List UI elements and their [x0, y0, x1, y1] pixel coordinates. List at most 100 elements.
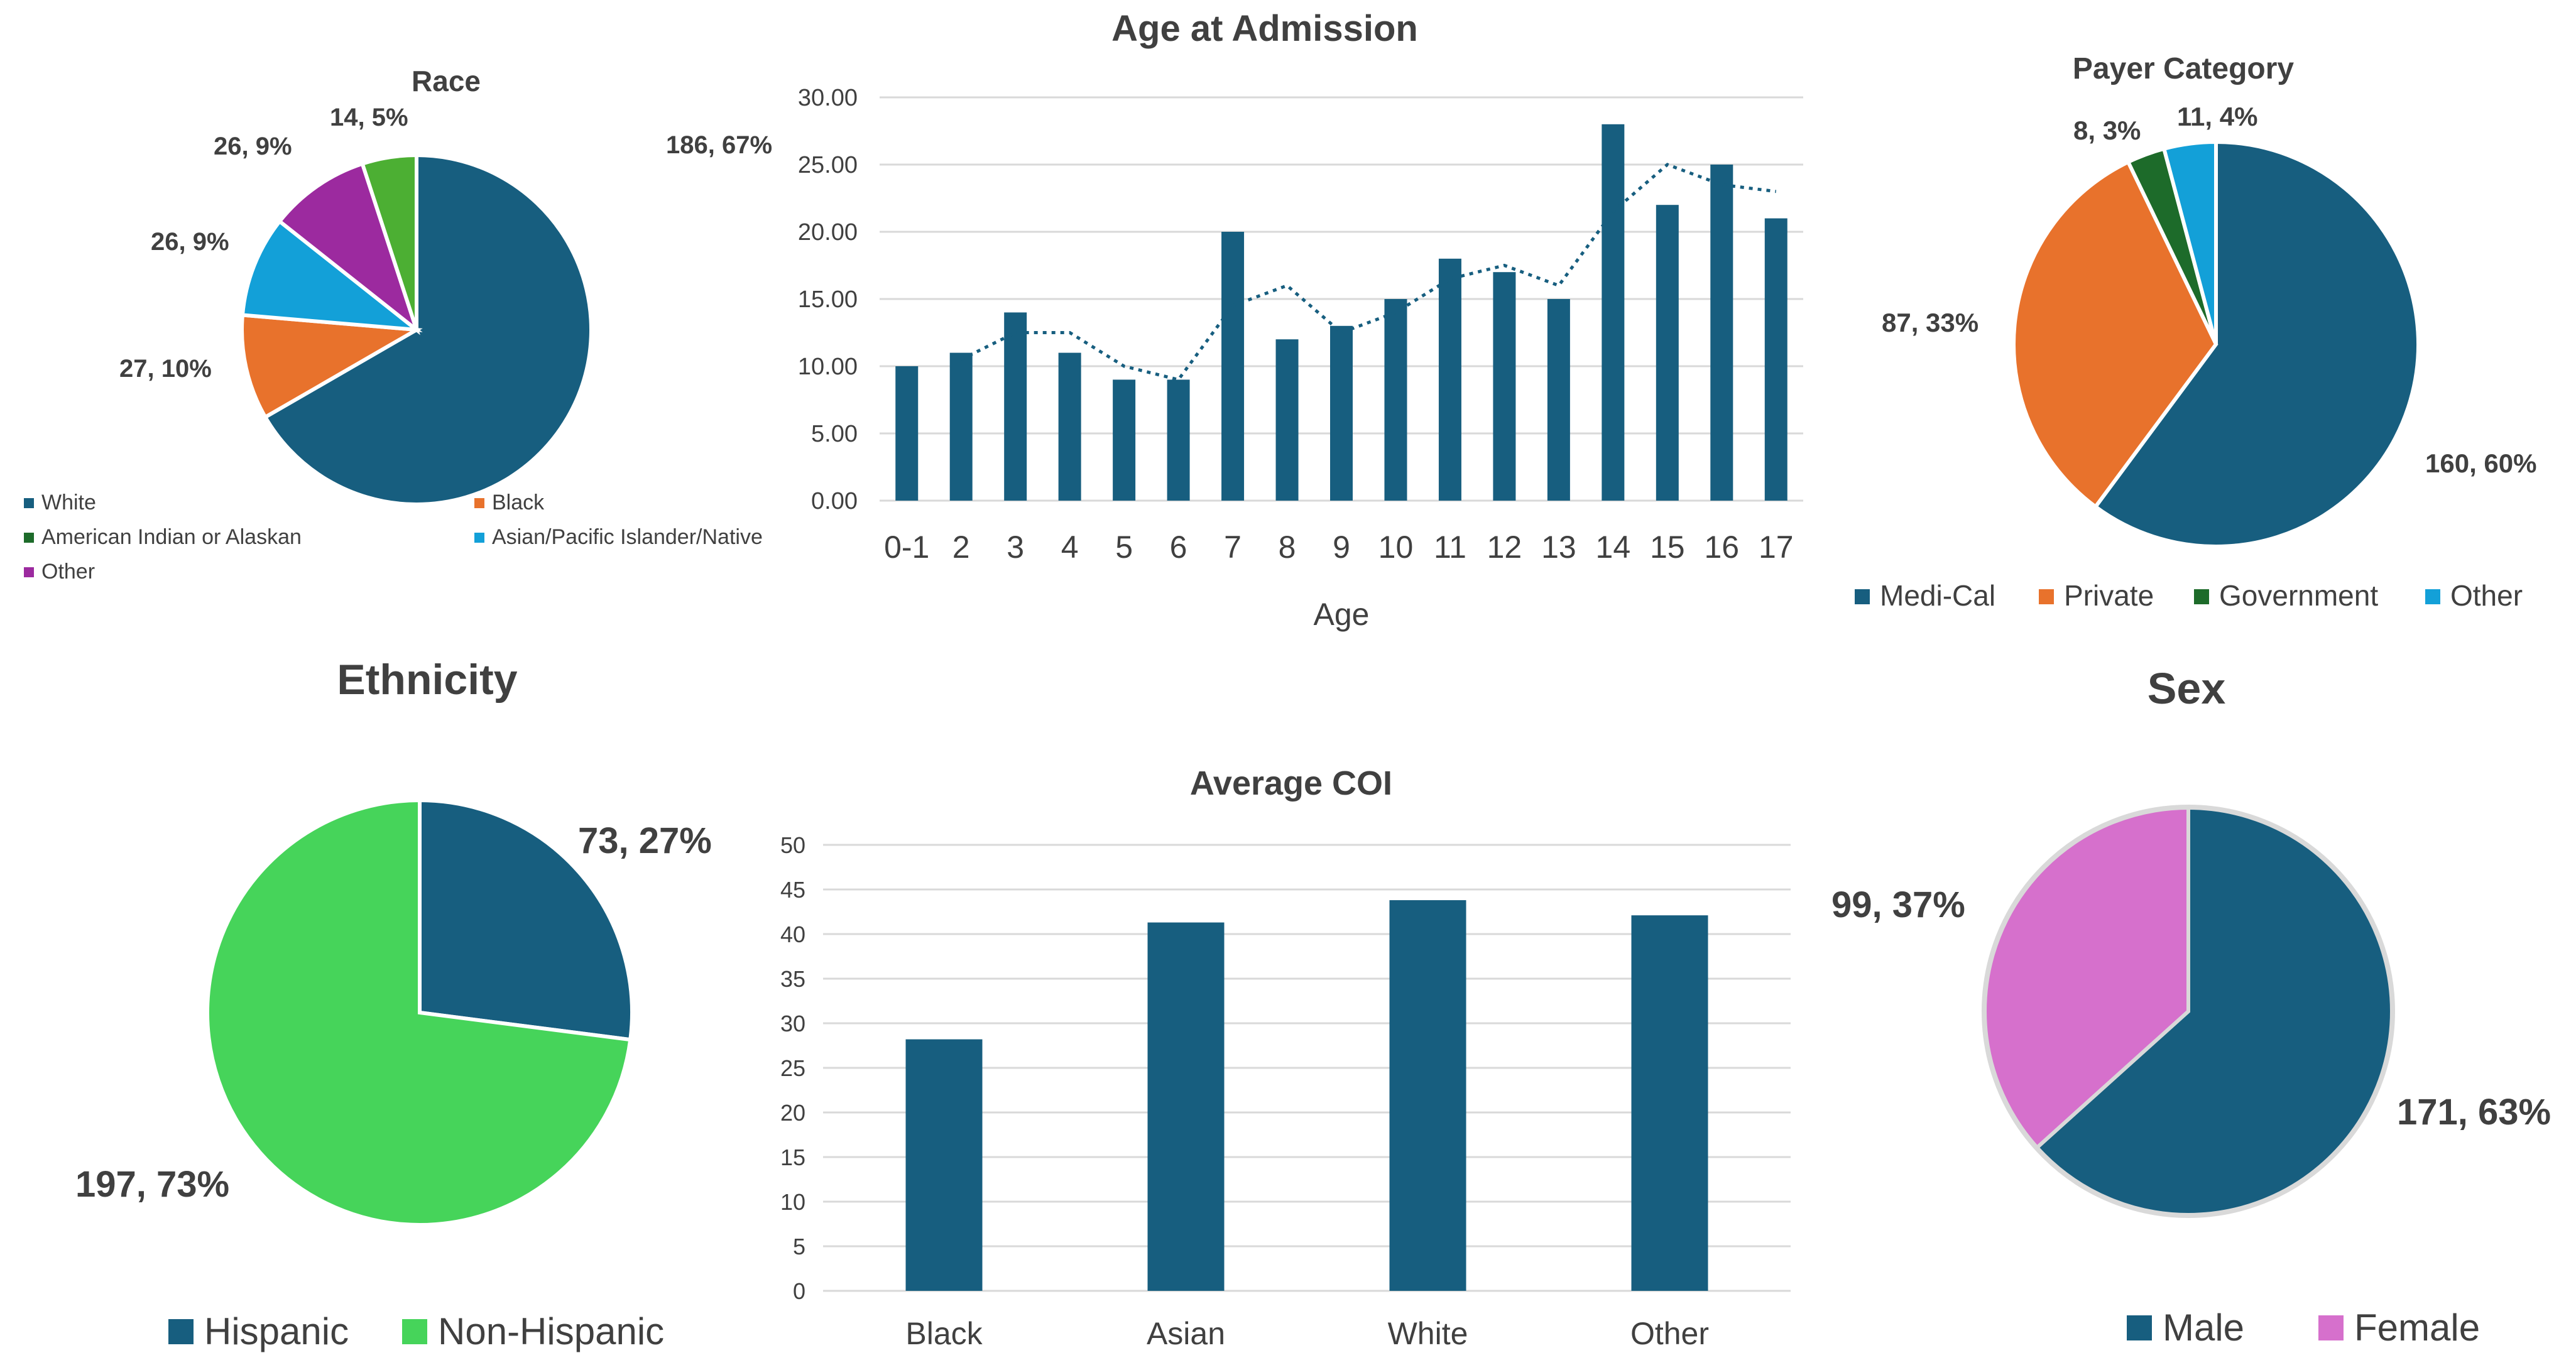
payer-legend-label: Medi-Cal: [1880, 579, 1995, 612]
age-x-tick: 16: [1704, 530, 1739, 565]
age-bar: [1547, 299, 1570, 501]
age-bar: [1438, 258, 1461, 501]
age-x-tick: 7: [1224, 530, 1242, 565]
race-legend-swatch: [24, 567, 34, 577]
payer-pie-chart: Payer Category 160, 60% 87, 33% 8, 3% 11, 4%…: [1855, 52, 2536, 612]
coi-x-tick: Asian: [1147, 1316, 1225, 1351]
ethnicity-legend-label: Non-Hispanic: [438, 1310, 664, 1352]
age-bar: [1221, 232, 1245, 501]
ethnicity-title: Ethnicity: [337, 656, 517, 704]
coi-y-tick: 40: [780, 921, 805, 947]
age-y-tick: 0.00: [811, 488, 858, 514]
ethnicity-data-label: 73, 27%: [578, 820, 712, 861]
pie-slice-asian-pacific-islander-native: [276, 161, 420, 335]
age-x-axis-label: Age: [1314, 597, 1370, 632]
age-bar: [949, 352, 973, 501]
age-y-tick: 25.00: [798, 152, 858, 178]
race-legend-swatch: [474, 498, 484, 508]
age-x-tick: 6: [1170, 530, 1187, 565]
age-bar-chart: Age at Admission 0.00 5.00 10.00 15.00 20.00 2…: [798, 8, 1803, 632]
ethnicity-legend-label: Hispanic: [204, 1310, 349, 1352]
coi-y-tick: 25: [780, 1055, 805, 1081]
age-y-tick: 30.00: [798, 85, 858, 111]
age-y-tick: 10.00: [798, 354, 858, 380]
race-legend-label: Other: [41, 560, 95, 584]
pie-slice-non-hispanic: [205, 798, 633, 1227]
race-legend-swatch: [24, 498, 34, 508]
coi-y-tick: 10: [780, 1189, 805, 1215]
sex-legend-swatch: [2318, 1315, 2344, 1340]
race-legend-swatch: [474, 533, 484, 543]
coi-bar: [905, 1039, 983, 1291]
sex-legend-swatch: [2127, 1315, 2152, 1340]
sex-data-label: 99, 37%: [1831, 884, 1965, 925]
age-x-tick: 15: [1650, 530, 1685, 565]
age-bar: [1764, 218, 1787, 501]
payer-data-label: 8, 3%: [2073, 116, 2141, 145]
ethnicity-pie-chart: Ethnicity 73, 27% 197, 73% Hispanic Non-Hisp…: [75, 656, 712, 1352]
coi-y-tick: 35: [780, 966, 805, 992]
age-x-tick: 0-1: [884, 530, 929, 565]
age-x-tick: 2: [952, 530, 970, 565]
age-x-tick: 8: [1279, 530, 1296, 565]
coi-bar: [1389, 900, 1466, 1291]
race-legend-label: White: [41, 491, 96, 514]
race-legend-label: Black: [492, 491, 545, 514]
age-bar: [1275, 339, 1299, 501]
age-x-tick: 5: [1115, 530, 1133, 565]
coi-bar-chart: Average COI 0 5 10 15 20 25 30 35 40 45 50 Black Asia…: [780, 764, 1791, 1351]
age-x-tick: 13: [1541, 530, 1576, 565]
race-legend-label: American Indian or Alaskan: [41, 525, 302, 549]
race-legend-swatch: [24, 533, 34, 543]
race-data-label: 27, 10%: [119, 355, 212, 383]
pie-slice-other: [2161, 139, 2218, 345]
payer-title: Payer Category: [2073, 52, 2294, 85]
coi-x-tick: Black: [905, 1316, 983, 1351]
race-data-label: 26, 9%: [151, 228, 229, 256]
payer-legend-label: Government: [2219, 579, 2378, 612]
coi-x-tick: Other: [1630, 1316, 1709, 1351]
sex-pie-chart: Sex 171, 63% 99, 37% Male Female: [1831, 664, 2551, 1349]
age-x-tick: 10: [1378, 530, 1414, 565]
race-data-label: 14, 5%: [330, 104, 408, 131]
payer-legend-swatch: [2425, 589, 2440, 604]
age-bar: [1384, 299, 1407, 501]
coi-bar: [1147, 922, 1225, 1291]
ethnicity-legend-swatch: [168, 1319, 194, 1344]
pie-slice-black: [240, 313, 423, 420]
age-bar: [1493, 272, 1516, 501]
coi-y-tick: 50: [780, 832, 805, 858]
age-x-tick: 17: [1759, 530, 1794, 565]
payer-data-label: 160, 60%: [2425, 449, 2536, 478]
payer-data-label: 87, 33%: [1882, 308, 1978, 337]
coi-y-tick: 5: [793, 1234, 805, 1259]
age-title: Age at Admission: [1111, 8, 1418, 49]
pie-slice-hispanic: [418, 798, 634, 1042]
race-title: Race: [412, 65, 481, 97]
pie-slice-medi-cal: [2093, 139, 2420, 548]
sex-data-label: 171, 63%: [2397, 1092, 2551, 1133]
payer-legend-label: Private: [2064, 579, 2154, 612]
age-y-tick: 5.00: [811, 421, 858, 447]
payer-legend-label: Other: [2450, 579, 2523, 612]
sex-legend-label: Male: [2163, 1307, 2244, 1349]
pie-slice-american-indian-or-alaskan: [240, 219, 423, 332]
age-x-tick: 3: [1007, 530, 1024, 565]
age-bar: [895, 366, 919, 501]
sex-pie-outline: [1982, 805, 2395, 1218]
pie-slice-other: [360, 153, 418, 330]
age-bar: [1004, 312, 1027, 501]
age-x-tick: 11: [1434, 530, 1466, 565]
age-bar: [1113, 379, 1136, 501]
coi-y-tick: 30: [780, 1011, 805, 1036]
age-bar: [1058, 352, 1081, 501]
age-x-tick: 14: [1596, 530, 1631, 565]
payer-data-label: 11, 4%: [2177, 102, 2257, 131]
coi-bar: [1631, 915, 1708, 1291]
age-x-tick: 12: [1487, 530, 1522, 565]
age-y-tick: 20.00: [798, 219, 858, 246]
sex-legend-label: Female: [2354, 1307, 2480, 1349]
age-bar: [1167, 379, 1190, 501]
age-x-tick: 4: [1061, 530, 1079, 565]
race-data-label: 186, 67%: [666, 131, 772, 159]
